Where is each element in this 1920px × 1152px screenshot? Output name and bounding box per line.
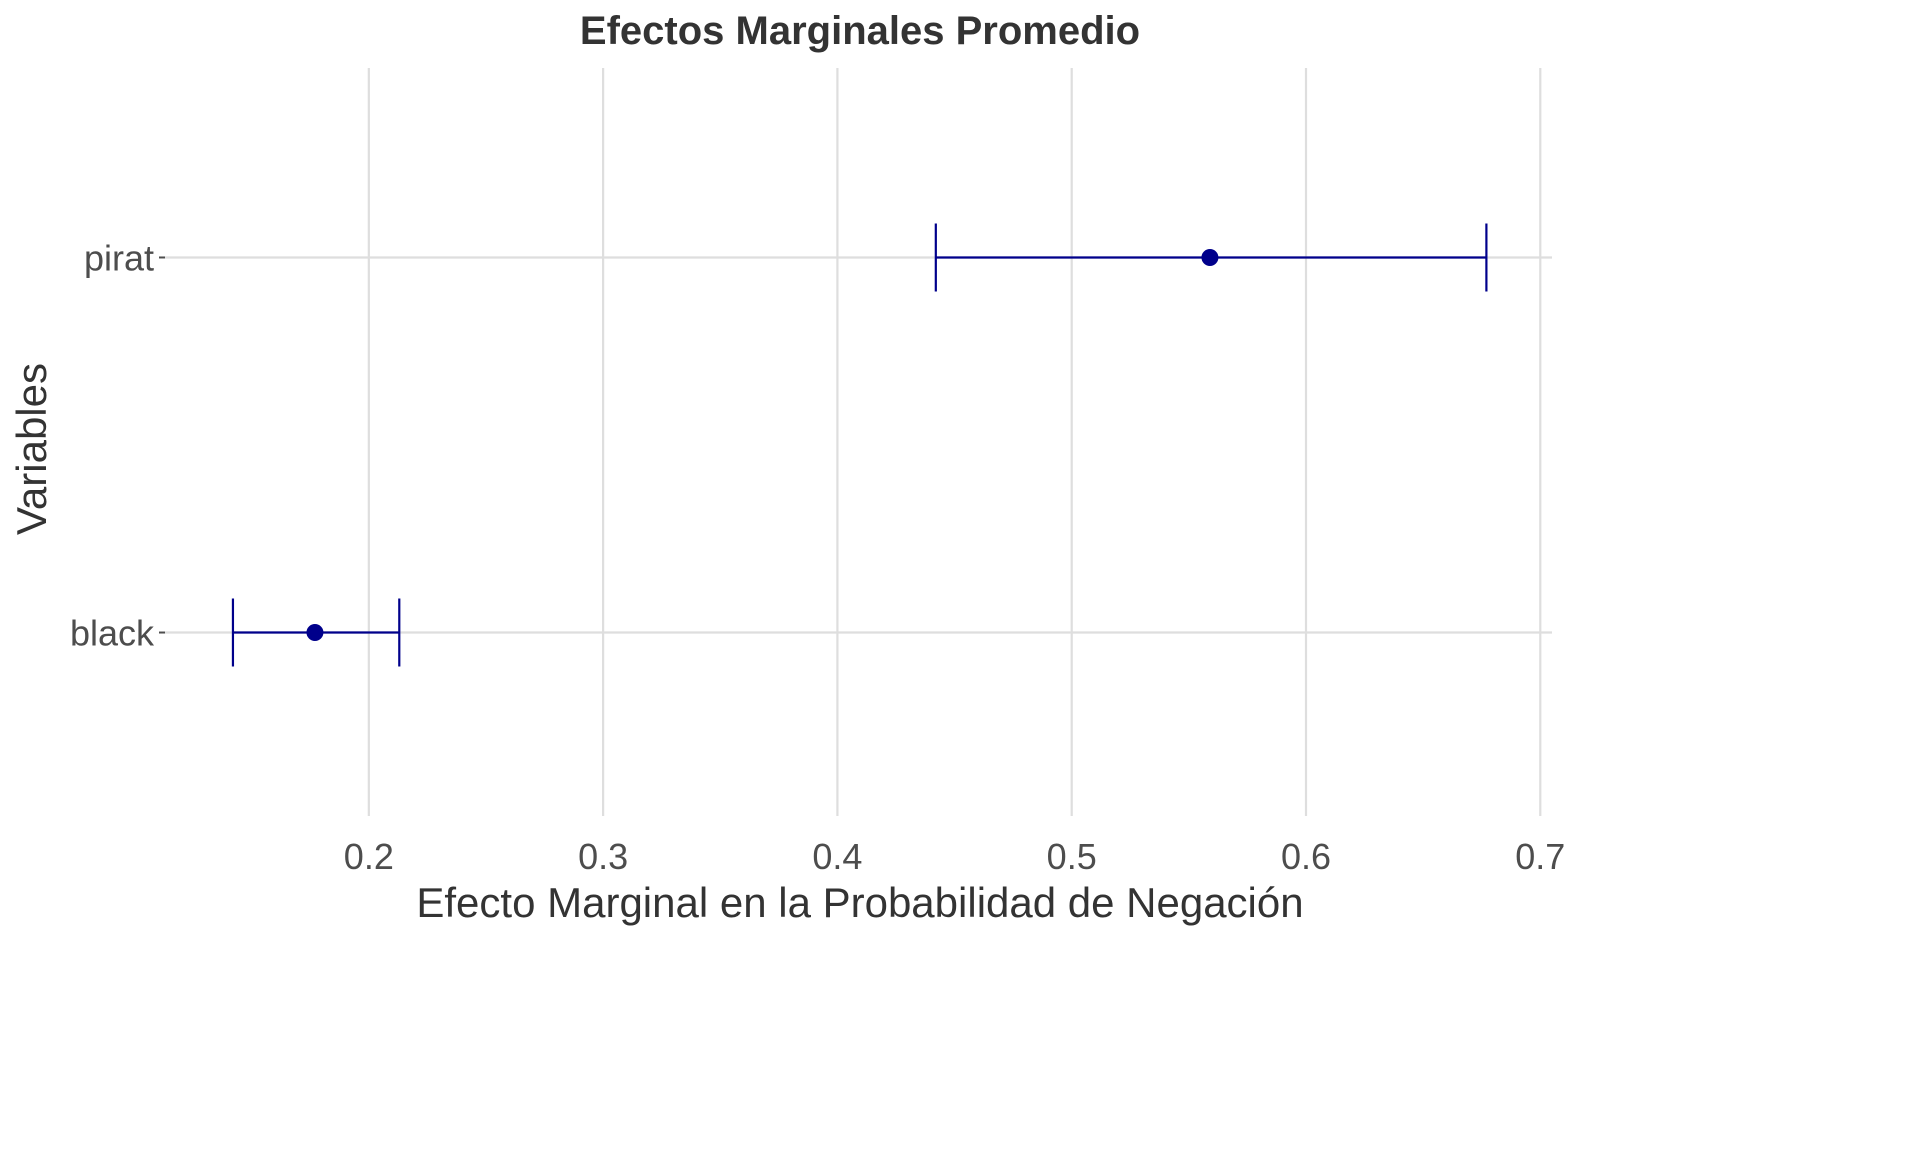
y-axis-title: Variables — [8, 363, 55, 535]
y-tick-label: pirat — [84, 237, 154, 278]
x-tick-label: 0.7 — [1515, 836, 1565, 877]
x-axis-title: Efecto Marginal en la Probabilidad de Ne… — [416, 879, 1303, 926]
x-tick-label: 0.6 — [1281, 836, 1331, 877]
grid — [165, 68, 1552, 816]
chart-title: Efectos Marginales Promedio — [580, 9, 1140, 53]
x-tick-label: 0.3 — [578, 836, 628, 877]
y-axis-ticks: black pirat — [70, 237, 165, 654]
x-tick-label: 0.4 — [812, 836, 862, 877]
errorbar-black — [231, 598, 401, 667]
x-tick-label: 0.2 — [344, 836, 394, 877]
y-tick-label: black — [70, 613, 155, 654]
chart: 0.2 0.3 0.4 0.5 0.6 0.7 black pirat Efectos Ma… — [8, 9, 1565, 926]
errorbar-pirat — [934, 223, 1488, 292]
series — [231, 223, 1488, 667]
x-axis-ticks: 0.2 0.3 0.4 0.5 0.6 0.7 — [344, 836, 1565, 877]
point-pirat — [1201, 248, 1219, 266]
x-tick-label: 0.5 — [1047, 836, 1097, 877]
point-black — [306, 624, 324, 642]
